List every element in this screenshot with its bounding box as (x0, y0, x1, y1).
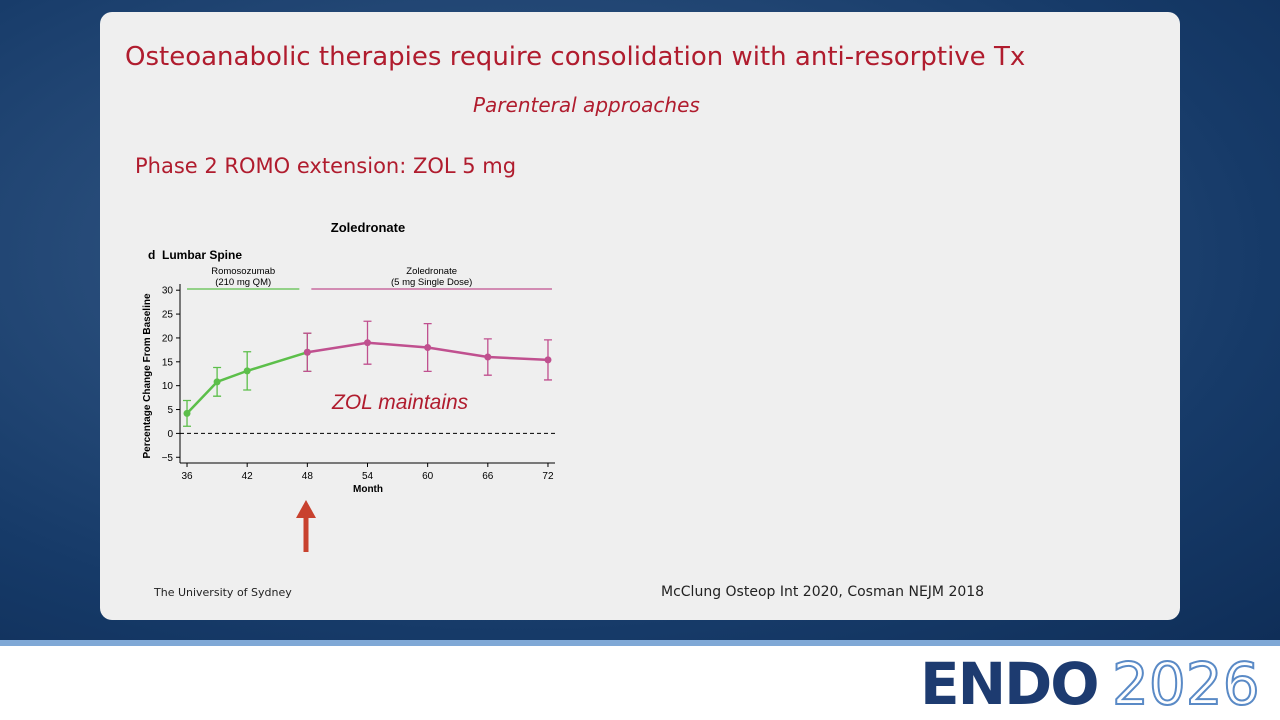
slide-title: Osteoanabolic therapies require consolid… (125, 42, 1026, 72)
heading: Phase 2 ROMO extension: ZOL 5 mg (135, 154, 517, 178)
y-tick-label: −5 (162, 453, 174, 464)
y-tick-label: 25 (162, 310, 174, 321)
point (424, 343, 432, 351)
period-label: Romosozumab (211, 266, 275, 277)
citation: McClung Osteop Int 2020, Cosman NEJM 201… (661, 584, 985, 600)
point (213, 378, 221, 386)
point (183, 409, 191, 417)
x-tick-label: 60 (422, 471, 434, 482)
y-tick-label: 15 (162, 357, 174, 368)
series-line (186, 351, 308, 415)
logo-name: ENDO (920, 650, 1100, 718)
x-tick-label: 54 (362, 471, 374, 482)
y-tick-label: 5 (167, 405, 173, 416)
x-tick-label: 42 (242, 471, 254, 482)
panel-label: d Lumbar Spine (148, 248, 242, 262)
point (544, 356, 552, 364)
y-tick-label: 20 (162, 333, 174, 344)
footer-band (0, 640, 1280, 720)
slide-subtitle: Parenteral approaches (473, 93, 700, 117)
x-tick-label: 72 (542, 471, 554, 482)
arrow-head (296, 500, 316, 518)
chart-title: Zoledronate (331, 220, 405, 235)
y-axis-label: Percentage Change From Baseline (142, 293, 153, 458)
footer-left: The University of Sydney (154, 586, 292, 599)
y-tick-label: 0 (167, 429, 173, 440)
period-detail: (210 mg QM) (215, 277, 271, 288)
annotation: ZOL maintains (331, 391, 469, 414)
period-detail: (5 mg Single Dose) (391, 277, 472, 288)
point (364, 339, 371, 347)
period-label: Zoledronate (406, 266, 457, 277)
logo-year: 2026 (1111, 649, 1261, 719)
slide (100, 12, 1180, 620)
x-tick-label: 66 (482, 471, 494, 482)
point (484, 353, 492, 361)
x-tick-label: 48 (302, 471, 314, 482)
x-axis-label: Month (353, 484, 383, 495)
point (243, 367, 251, 375)
x-tick-label: 36 (181, 471, 193, 482)
point (303, 348, 311, 356)
y-tick-label: 30 (162, 286, 174, 297)
y-tick-label: 10 (162, 381, 174, 392)
